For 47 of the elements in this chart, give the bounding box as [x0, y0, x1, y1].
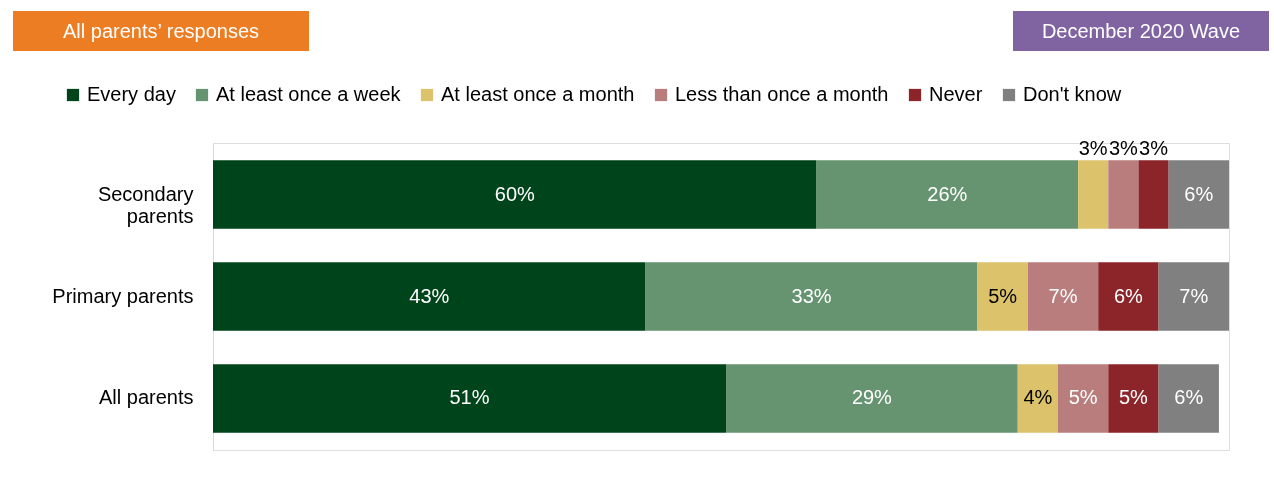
data-label: 7% — [1048, 284, 1078, 307]
bar — [1138, 160, 1169, 229]
text: December 2020 Wave — [1041, 20, 1241, 42]
data-label: 29% — [851, 386, 893, 409]
legend-label: Every day — [87, 83, 176, 105]
bar — [1027, 262, 1099, 331]
bar — [1098, 262, 1159, 331]
data-label: 7% — [1179, 284, 1209, 307]
data-label: 3% — [1139, 136, 1169, 159]
bar — [1017, 364, 1058, 433]
bar — [1168, 160, 1229, 229]
legend-label: At least once a month — [441, 83, 635, 105]
bar — [726, 364, 1018, 433]
y-tick-label: Secondary parents — [97, 182, 194, 227]
data-label: 6% — [1174, 386, 1204, 409]
data-label: 3% — [1108, 136, 1139, 159]
bar — [1057, 364, 1109, 433]
data-label: 6% — [1184, 182, 1214, 205]
data-label: 5% — [1068, 386, 1098, 409]
legend-label: Never — [929, 83, 983, 105]
y-tick-label: Primary parents — [52, 284, 194, 307]
bar — [213, 262, 646, 331]
data-label: 6% — [1113, 284, 1144, 307]
data-label: 60% — [494, 182, 536, 205]
bar — [1108, 160, 1139, 229]
bar — [645, 262, 978, 331]
bar — [977, 262, 1028, 331]
data-label: 43% — [409, 284, 450, 307]
bar — [213, 364, 727, 433]
data-label: 26% — [927, 182, 968, 205]
data-label: 5% — [1118, 386, 1149, 409]
bar — [1108, 364, 1159, 433]
bar — [1158, 262, 1229, 331]
data-label: 4% — [1023, 386, 1053, 409]
data-label: 51% — [449, 386, 490, 409]
legend-label: Less than once a month — [675, 83, 889, 105]
bar — [213, 160, 817, 229]
legend-label: At least once a week — [216, 83, 402, 105]
y-tick-label: All parents — [99, 386, 194, 409]
data-label: 3% — [1078, 136, 1108, 159]
bar — [816, 160, 1079, 229]
bar — [1158, 364, 1219, 433]
data-label: 5% — [988, 284, 1018, 307]
data-label: 33% — [791, 284, 832, 307]
bar — [1078, 160, 1109, 229]
chart-title: All parents’ responses — [62, 20, 260, 42]
legend-label: Don't know — [1023, 83, 1122, 105]
